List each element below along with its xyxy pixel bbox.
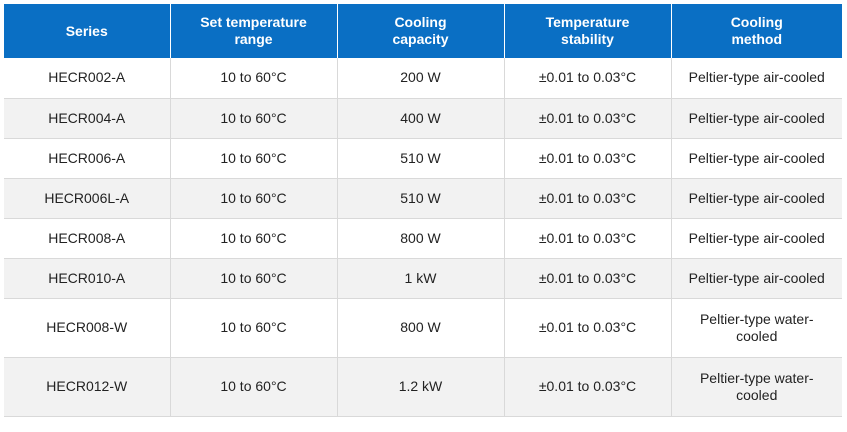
cell-stability: ±0.01 to 0.03°C <box>504 357 672 417</box>
cell-series: HECR008-A <box>4 218 171 259</box>
cell-method: Peltier-type water-cooled <box>699 369 814 403</box>
cell-range: 10 to 60°C <box>170 218 338 259</box>
table-row: HECR004-A 10 to 60°C 400 W ±0.01 to 0.03… <box>4 98 842 139</box>
cell-range: 10 to 60°C <box>170 298 338 358</box>
product-spec-table: Series Set temperature range Cooling cap… <box>4 4 842 417</box>
cell-stability: ±0.01 to 0.03°C <box>504 258 672 299</box>
header-series-line1: Series <box>65 22 108 39</box>
cell-series: HECR002-A <box>4 58 171 99</box>
cell-series: HECR012-W <box>4 357 171 417</box>
cell-stability: ±0.01 to 0.03°C <box>504 298 672 358</box>
cell-method: Peltier-type water-cooled <box>699 310 814 344</box>
header-row: Series Set temperature range Cooling cap… <box>4 4 842 58</box>
spec-table-container: Series Set temperature range Cooling cap… <box>4 4 842 417</box>
cell-method: Peltier-type air-cooled <box>671 178 842 219</box>
table-row: HECR008-W 10 to 60°C 800 W ±0.01 to 0.03… <box>4 298 842 358</box>
header-line2: method <box>731 31 783 47</box>
cell-stability: ±0.01 to 0.03°C <box>504 178 672 219</box>
cell-capacity: 1 kW <box>337 258 505 299</box>
header-set-temperature-range: Set temperature range <box>170 4 338 58</box>
header-line2: capacity <box>392 31 449 47</box>
table-row: HECR012-W 10 to 60°C 1.2 kW ±0.01 to 0.0… <box>4 357 842 417</box>
cell-range: 10 to 60°C <box>170 138 338 179</box>
cell-stability: ±0.01 to 0.03°C <box>504 98 672 139</box>
cell-method-cell: Peltier-type water-cooled <box>671 357 842 417</box>
header-line1: Cooling <box>394 14 447 30</box>
cell-capacity: 1.2 kW <box>337 357 505 417</box>
cell-method: Peltier-type air-cooled <box>671 258 842 299</box>
cell-range: 10 to 60°C <box>170 58 338 99</box>
cell-capacity: 800 W <box>337 218 505 259</box>
header-temperature-stability: Temperature stability <box>504 4 672 58</box>
header-series: Series <box>4 4 171 58</box>
cell-series: HECR006-A <box>4 138 171 179</box>
cell-range: 10 to 60°C <box>170 357 338 417</box>
header-cooling-method: Cooling method <box>671 4 842 58</box>
table-row: HECR010-A 10 to 60°C 1 kW ±0.01 to 0.03°… <box>4 258 842 299</box>
table-header: Series Set temperature range Cooling cap… <box>4 4 842 58</box>
cell-stability: ±0.01 to 0.03°C <box>504 58 672 99</box>
table-row: HECR006-A 10 to 60°C 510 W ±0.01 to 0.03… <box>4 138 842 179</box>
cell-capacity: 400 W <box>337 98 505 139</box>
cell-series: HECR010-A <box>4 258 171 299</box>
cell-range: 10 to 60°C <box>170 98 338 139</box>
cell-stability: ±0.01 to 0.03°C <box>504 218 672 259</box>
cell-capacity: 510 W <box>337 178 505 219</box>
cell-range: 10 to 60°C <box>170 178 338 219</box>
cell-series: HECR006L-A <box>4 178 171 219</box>
header-line1: Cooling <box>730 14 783 30</box>
cell-stability: ±0.01 to 0.03°C <box>504 138 672 179</box>
cell-series: HECR004-A <box>4 98 171 139</box>
cell-method-cell: Peltier-type water-cooled <box>671 298 842 358</box>
table-row: HECR006L-A 10 to 60°C 510 W ±0.01 to 0.0… <box>4 178 842 219</box>
cell-method: Peltier-type air-cooled <box>671 218 842 259</box>
cell-capacity: 510 W <box>337 138 505 179</box>
table-body: HECR002-A 10 to 60°C 200 W ±0.01 to 0.03… <box>4 58 842 417</box>
header-line2: range <box>234 31 273 47</box>
cell-method: Peltier-type air-cooled <box>671 58 842 99</box>
cell-series: HECR008-W <box>4 298 171 358</box>
cell-range: 10 to 60°C <box>170 258 338 299</box>
cell-capacity: 800 W <box>337 298 505 358</box>
cell-method: Peltier-type air-cooled <box>671 138 842 179</box>
cell-method: Peltier-type air-cooled <box>671 98 842 139</box>
table-row: HECR002-A 10 to 60°C 200 W ±0.01 to 0.03… <box>4 58 842 99</box>
header-cooling-capacity: Cooling capacity <box>337 4 505 58</box>
header-line2: stability <box>561 31 614 47</box>
header-line1: Temperature <box>545 14 630 30</box>
table-row: HECR008-A 10 to 60°C 800 W ±0.01 to 0.03… <box>4 218 842 259</box>
cell-capacity: 200 W <box>337 58 505 99</box>
header-line1: Set temperature <box>200 14 307 30</box>
